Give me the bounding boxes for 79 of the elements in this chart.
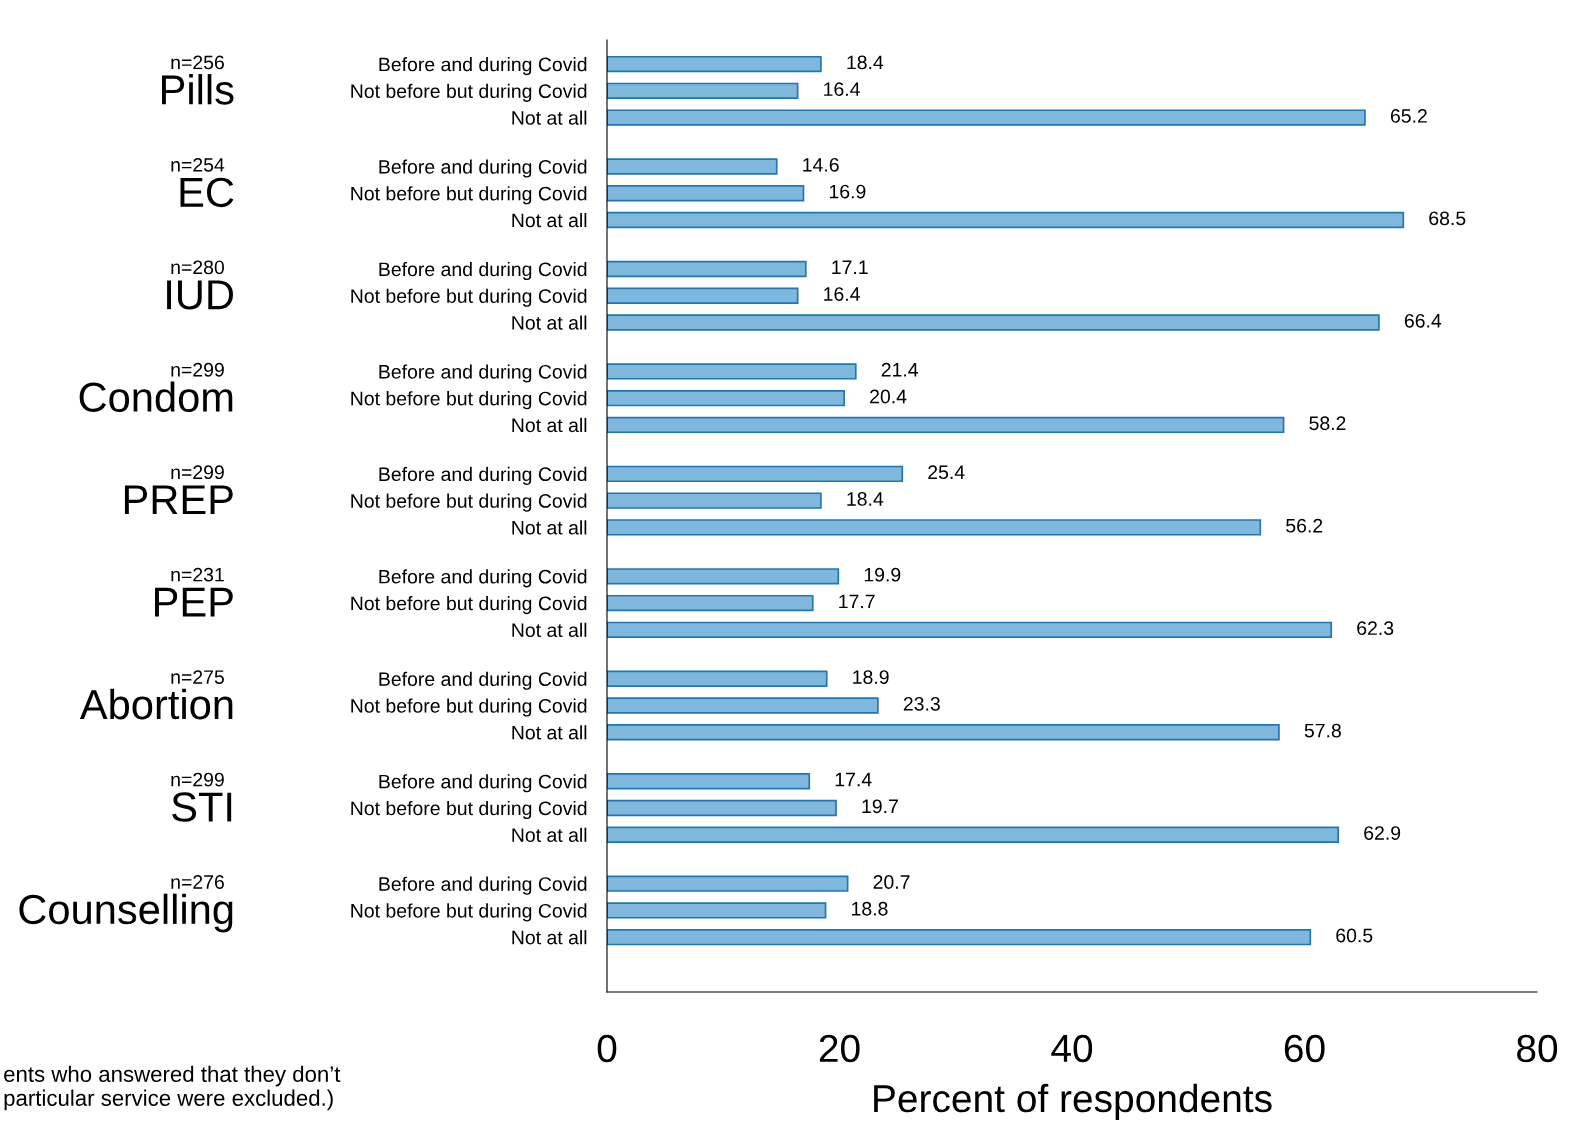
data-label: 18.4: [847, 55, 884, 70]
y-tick-label: Not at all: [512, 110, 587, 125]
text: n=280: [171, 260, 225, 275]
y-tick-label: Before and during Covid: [379, 569, 587, 588]
y-tick-label: Not before but during Covid: [351, 800, 587, 820]
y-tick-label: Not at all: [512, 622, 587, 638]
data-label: 66.4: [1404, 313, 1442, 328]
y-tick-label: Not before but during Covid: [351, 903, 587, 922]
y-tick-label: Before and during Covid: [379, 671, 587, 690]
y-tick-label: Before and during Covid: [379, 876, 587, 895]
text: IUD: [167, 280, 234, 310]
data-label: 68.5: [1429, 211, 1466, 226]
y-tick-label: Not before but during Covid: [351, 596, 587, 615]
x-tick-label: 40: [1051, 1034, 1093, 1063]
data-label: 25.4: [928, 465, 965, 480]
data-label: 19.9: [864, 567, 901, 582]
text: Counselling: [19, 893, 233, 933]
data-label: 18.4: [847, 492, 884, 506]
text: Abortion: [79, 688, 233, 720]
y-tick-label: Not before but during Covid: [351, 288, 587, 307]
x-axis-title: Percent of respondents: [874, 1083, 1272, 1121]
data-label: 18.8: [852, 901, 888, 916]
data-label: 17.7: [839, 594, 875, 609]
y-tick-label: Before and during Covid: [379, 466, 587, 485]
text: n=299: [171, 362, 224, 377]
text: PREP: [124, 485, 233, 515]
text: n=299: [171, 772, 224, 787]
y-tick-label: Before and during Covid: [379, 159, 587, 178]
data-label: 17.1: [832, 260, 868, 274]
data-label: 57.8: [1304, 723, 1341, 738]
data-label: 18.9: [853, 670, 889, 684]
text: PEP: [155, 587, 233, 617]
text: n=275: [171, 670, 224, 684]
data-label: 14.6: [803, 157, 839, 172]
y-tick-label: Not at all: [512, 930, 587, 945]
data-label: 16.4: [824, 287, 860, 301]
data-label: 62.3: [1357, 621, 1394, 636]
y-tick-label: Not at all: [512, 725, 587, 740]
data-label: 60.5: [1336, 928, 1373, 943]
data-label: 16.9: [829, 184, 866, 199]
text: n=276: [171, 875, 224, 889]
data-label: 20.7: [873, 875, 910, 889]
text: n=254: [171, 157, 225, 172]
x-tick-label: 60: [1284, 1034, 1325, 1063]
y-tick-label: Before and during Covid: [379, 774, 587, 793]
data-label: 65.2: [1390, 109, 1427, 123]
y-tick-label: Not at all: [512, 417, 587, 433]
text: ents who answered that they don’t particular service were excluded.): [4, 1065, 341, 1111]
text: Condom: [79, 381, 233, 413]
y-tick-label: Before and during Covid: [379, 261, 587, 281]
text: Pills: [162, 74, 234, 105]
y-tick-label: Not before but during Covid: [351, 698, 587, 717]
y-tick-label: Before and during Covid: [379, 57, 587, 76]
data-label: 62.9: [1364, 826, 1401, 840]
text: n=299: [171, 465, 224, 480]
text: n=256: [171, 55, 224, 70]
data-label: 23.3: [903, 696, 940, 711]
y-tick-label: Not before but during Covid: [351, 186, 587, 205]
text: n=231: [171, 567, 224, 582]
y-tick-label: Not before but during Covid: [351, 391, 587, 410]
y-tick-label: Not at all: [512, 212, 587, 228]
data-label: 56.2: [1286, 518, 1323, 533]
y-tick-label: Not at all: [512, 827, 587, 842]
data-label: 16.4: [824, 82, 860, 97]
x-tick-label: 20: [819, 1034, 860, 1063]
data-label: 20.4: [870, 389, 907, 404]
y-tick-label: Not before but during Covid: [351, 493, 587, 512]
data-label: 21.4: [881, 362, 919, 377]
y-tick-label: Not at all: [512, 315, 587, 330]
x-tick-label: 80: [1517, 1034, 1558, 1063]
text: EC: [180, 177, 234, 208]
y-tick-label: Before and during Covid: [379, 364, 587, 383]
data-label: 19.7: [862, 799, 898, 814]
data-label: 17.4: [835, 772, 872, 787]
x-tick-label: 0: [597, 1034, 617, 1063]
text: STI: [172, 792, 232, 822]
y-tick-label: Not at all: [512, 520, 587, 535]
y-tick-label: Not before but during Covid: [351, 83, 587, 102]
data-label: 58.2: [1309, 416, 1346, 431]
